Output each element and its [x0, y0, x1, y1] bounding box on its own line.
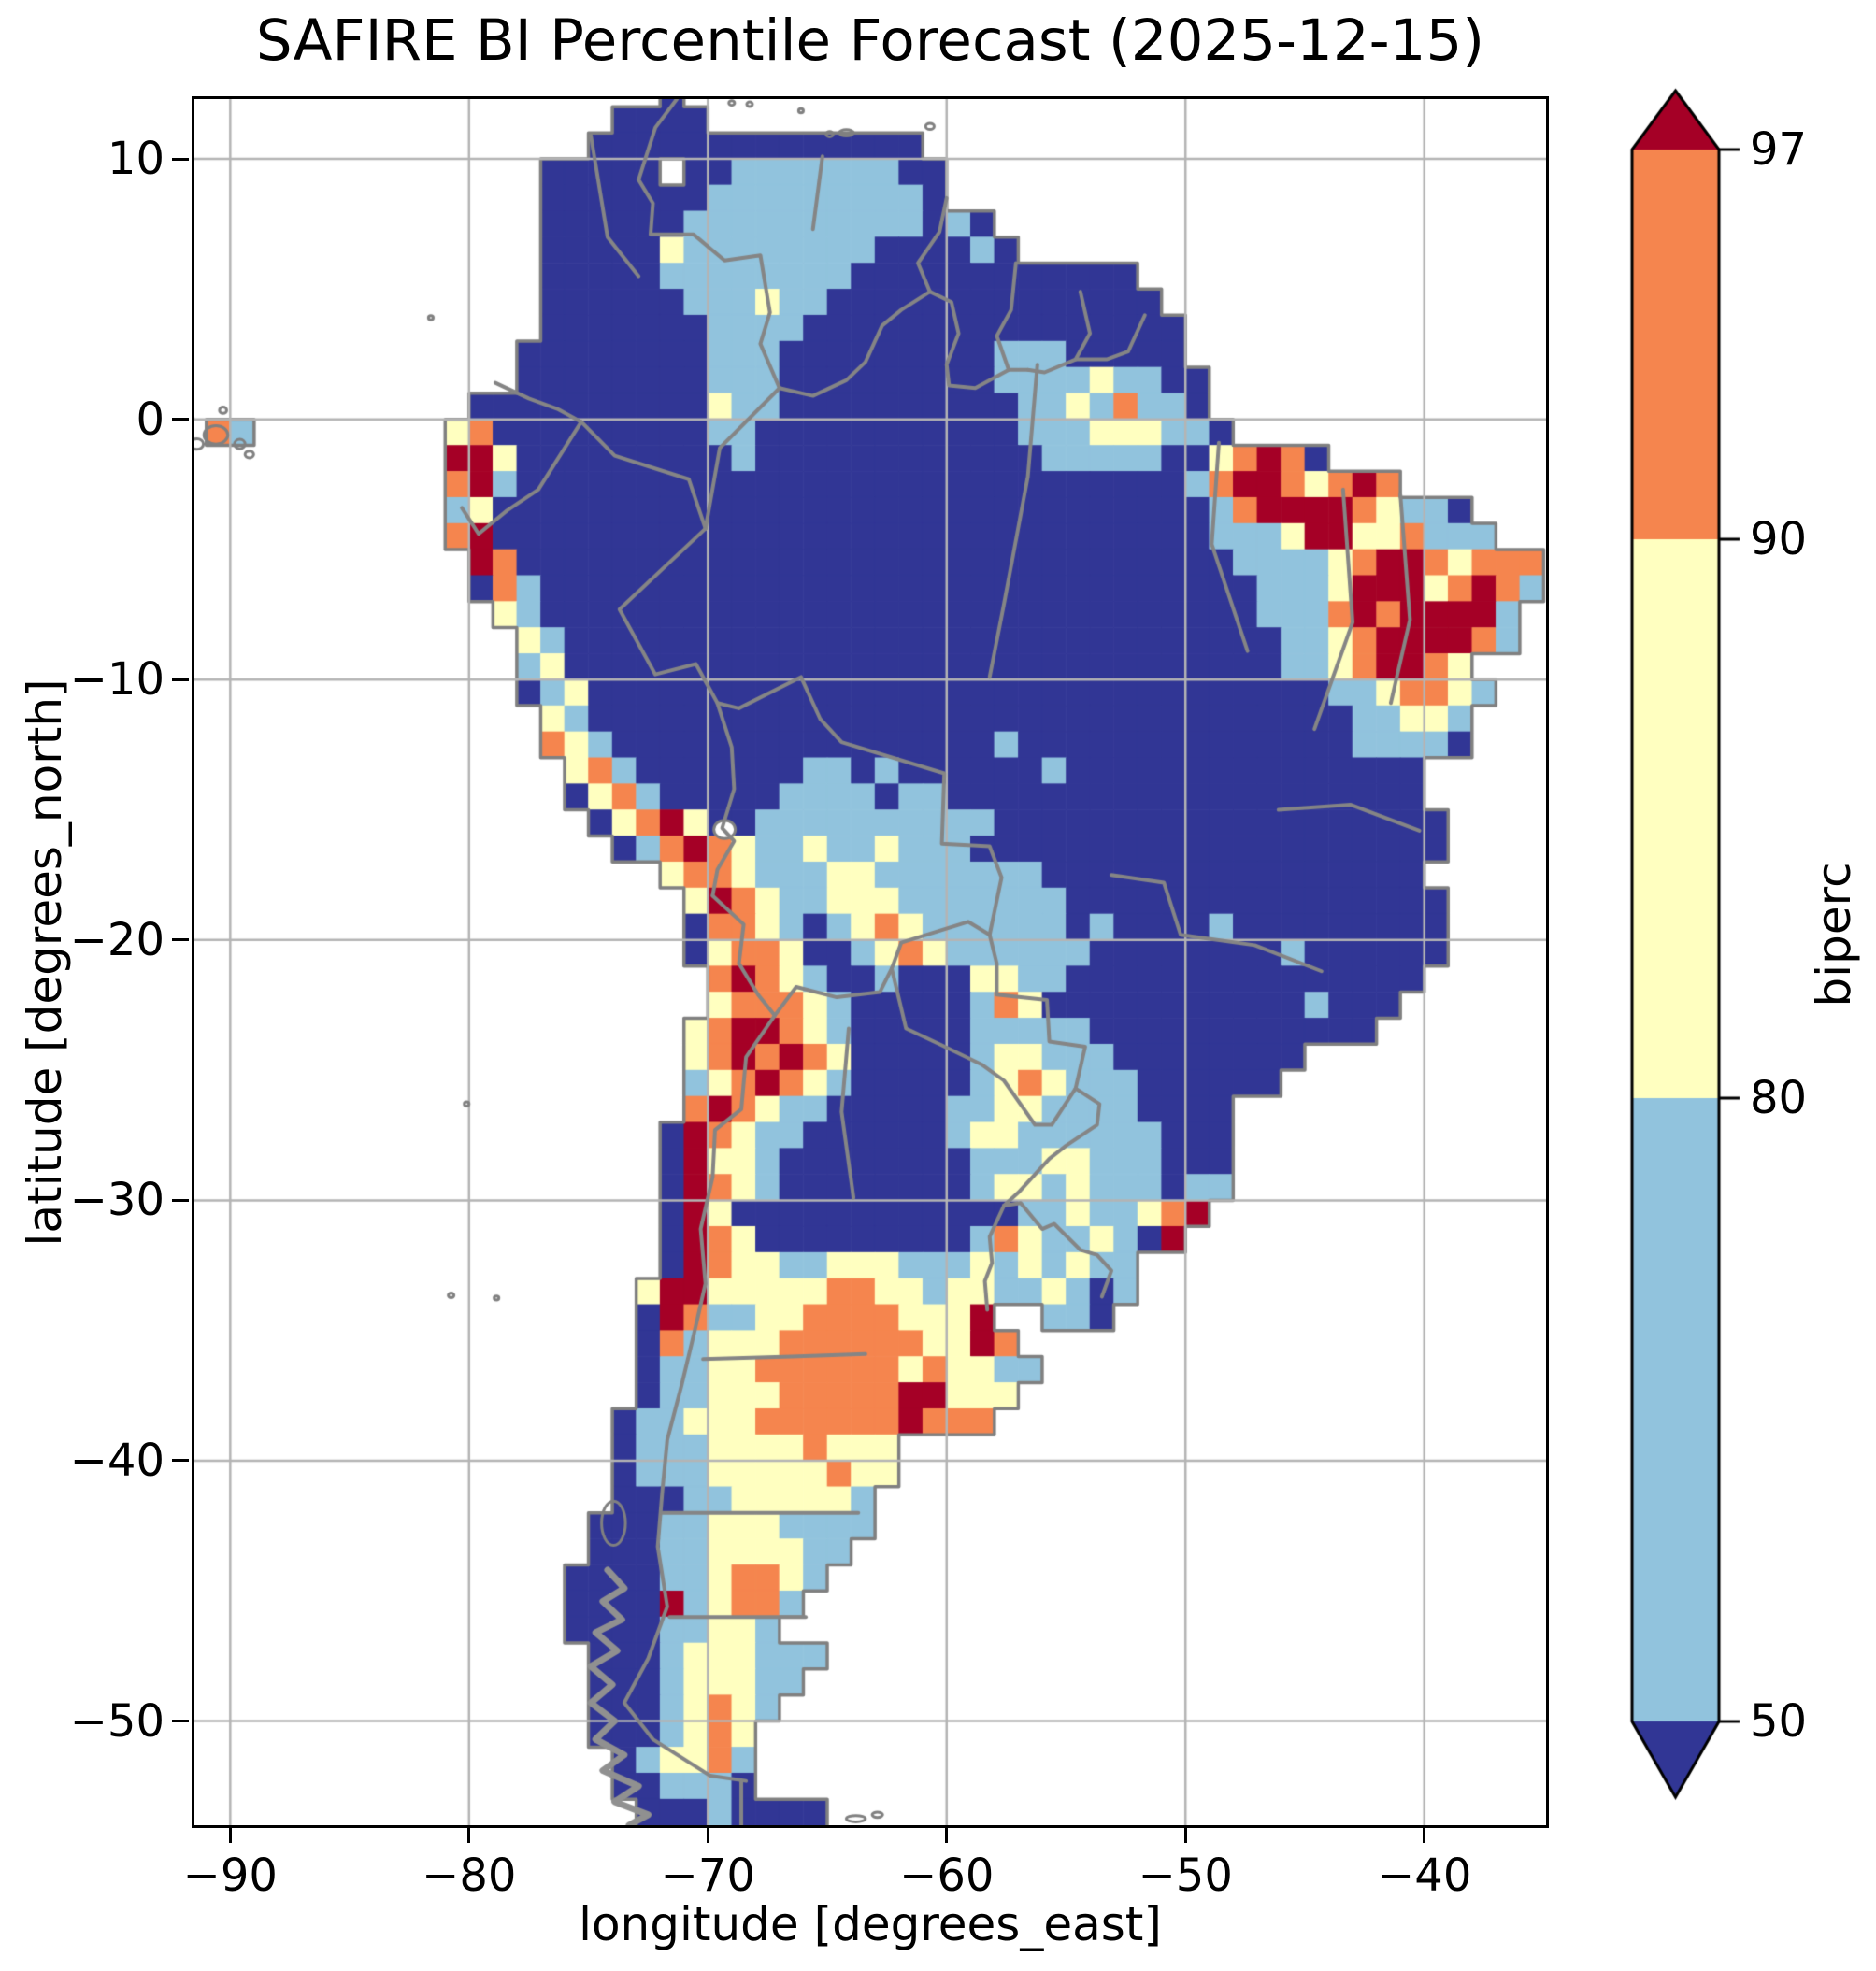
- y-tick-mark: [172, 157, 189, 161]
- y-tick-label: 10: [107, 133, 165, 186]
- y-tick-label: −40: [69, 1434, 165, 1487]
- x-tick-mark: [706, 1826, 709, 1843]
- y-tick-mark: [172, 418, 189, 421]
- y-axis-label: latitude [degrees_north]: [18, 678, 72, 1247]
- page-title: SAFIRE BI Percentile Forecast (2025-12-1…: [255, 7, 1485, 74]
- y-tick-label: −50: [69, 1694, 165, 1748]
- x-axis-label: longitude [degrees_east]: [579, 1897, 1162, 1951]
- y-tick-mark: [172, 678, 189, 681]
- x-tick-label: −40: [1377, 1850, 1472, 1902]
- y-tick-label: −30: [69, 1174, 165, 1227]
- x-tick-mark: [945, 1826, 949, 1843]
- x-tick-label: −90: [182, 1850, 278, 1902]
- colorbar-tick-label: 80: [1750, 1072, 1808, 1124]
- y-tick-mark: [172, 1198, 189, 1202]
- colorbar-label: biperc: [1807, 862, 1861, 1007]
- y-tick-label: 0: [136, 393, 165, 446]
- y-tick-mark: [172, 1459, 189, 1463]
- x-tick-label: −80: [422, 1850, 517, 1902]
- y-tick-mark: [172, 1720, 189, 1723]
- x-tick-mark: [467, 1826, 471, 1843]
- colorbar-tick-label: 90: [1750, 513, 1808, 565]
- x-tick-mark: [1183, 1826, 1187, 1843]
- map-plot: [192, 96, 1549, 1828]
- south-america-heatmap-canvas: [194, 99, 1546, 1825]
- x-tick-mark: [228, 1826, 232, 1843]
- y-tick-mark: [172, 938, 189, 942]
- x-tick-label: −50: [1138, 1850, 1233, 1902]
- x-tick-mark: [1423, 1826, 1426, 1843]
- colorbar-tick-label: 97: [1750, 123, 1808, 176]
- y-tick-label: −20: [69, 913, 165, 966]
- colorbar-tick-label: 50: [1750, 1695, 1808, 1748]
- x-tick-label: −60: [899, 1850, 995, 1902]
- x-tick-label: −70: [660, 1850, 755, 1902]
- colorbar: [1580, 75, 1841, 1832]
- y-tick-label: −10: [69, 653, 165, 707]
